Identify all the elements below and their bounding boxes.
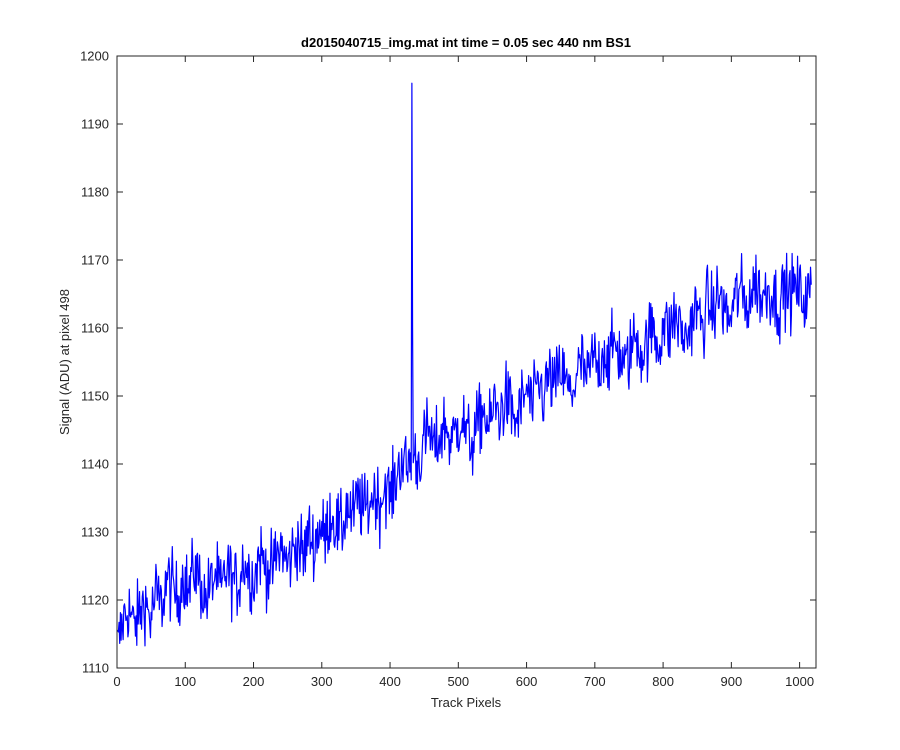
x-tick-label: 800 bbox=[652, 674, 674, 689]
x-tick-label: 1000 bbox=[785, 674, 814, 689]
y-tick-label: 1180 bbox=[81, 185, 109, 200]
x-tick-label: 300 bbox=[311, 674, 333, 689]
plot-area bbox=[117, 56, 816, 668]
chart-title: d2015040715_img.mat int time = 0.05 sec … bbox=[301, 35, 631, 50]
y-tick-label: 1130 bbox=[81, 525, 109, 540]
x-tick-label: 500 bbox=[447, 674, 469, 689]
y-tick-label: 1160 bbox=[81, 321, 109, 336]
series-line bbox=[117, 82, 812, 647]
x-tick-label: 100 bbox=[174, 674, 196, 689]
y-tick-label: 1120 bbox=[81, 593, 109, 608]
x-tick-label: 200 bbox=[243, 674, 265, 689]
y-axis-label: Signal (ADU) at pixel 498 bbox=[57, 289, 72, 435]
y-axis: 1110 1120 1130 1140 1150 1160 1170 1180 1190 1200 bbox=[80, 49, 816, 676]
y-tick-label: 1150 bbox=[81, 389, 109, 404]
y-tick-label: 1190 bbox=[81, 117, 109, 132]
x-tick-label: 0 bbox=[113, 674, 120, 689]
x-tick-label: 700 bbox=[584, 674, 606, 689]
x-axis: 0 100 200 300 400 500 600 700 800 900 1000 bbox=[113, 56, 814, 689]
y-tick-label: 1110 bbox=[82, 661, 109, 676]
axes-box bbox=[116, 55, 817, 669]
x-axis-label: Track Pixels bbox=[431, 695, 502, 710]
y-tick-label: 1200 bbox=[80, 49, 109, 64]
x-tick-label: 600 bbox=[516, 674, 538, 689]
series-layer bbox=[117, 82, 812, 647]
y-tick-label: 1140 bbox=[81, 457, 109, 472]
x-tick-label: 900 bbox=[721, 674, 743, 689]
y-tick-label: 1170 bbox=[81, 253, 109, 268]
x-tick-label: 400 bbox=[379, 674, 401, 689]
